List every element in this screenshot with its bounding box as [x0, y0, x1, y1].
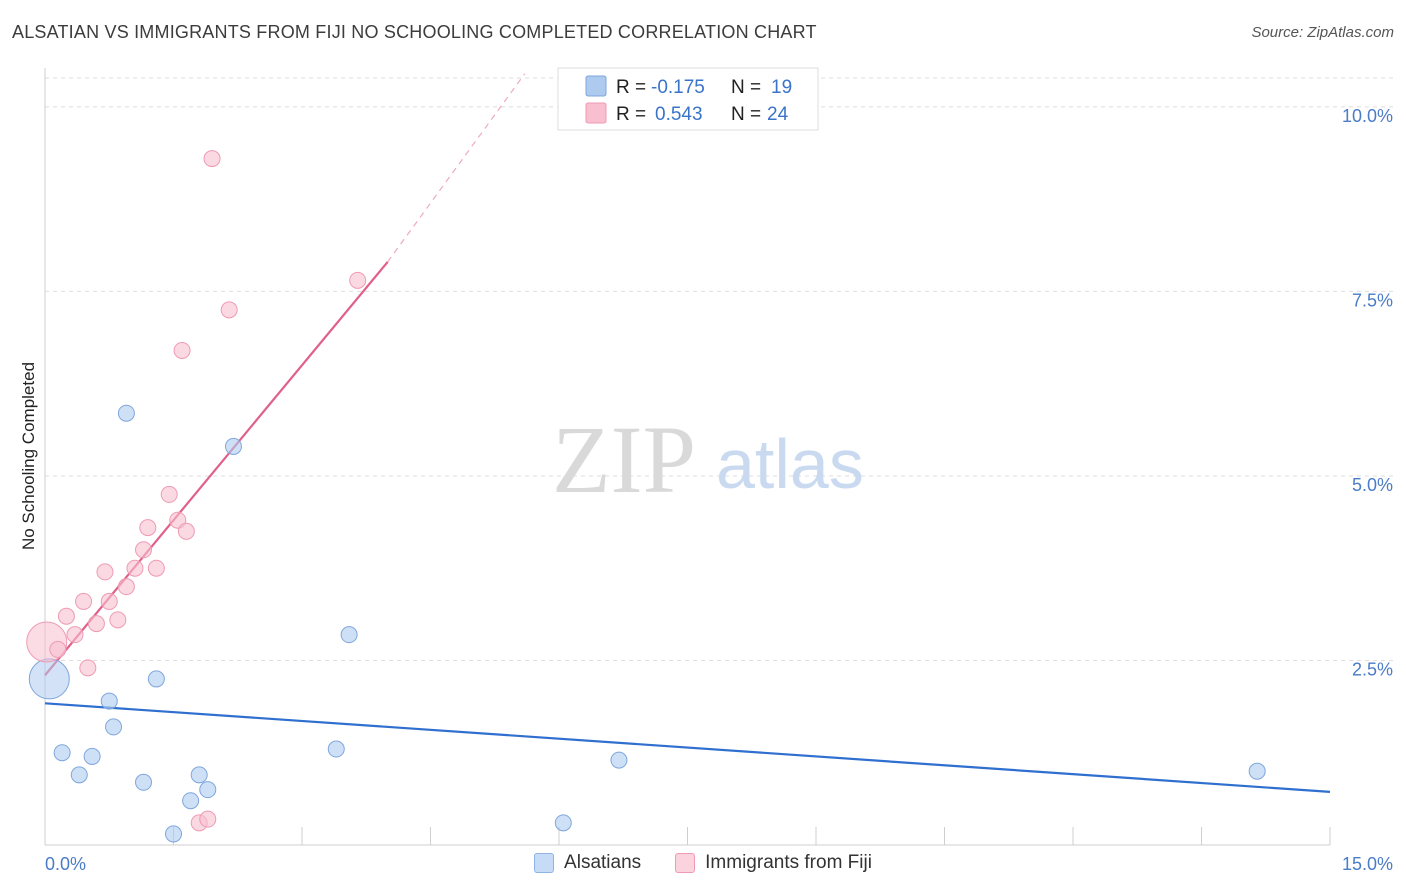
x-tick-label: 0.0%: [45, 854, 86, 874]
point-alsatians: [135, 773, 153, 791]
legend-item-alsatians: Alsatians: [534, 852, 641, 874]
point-fiji: [75, 592, 93, 610]
legend-swatch: [534, 853, 555, 873]
y-tick-label: 5.0%: [1352, 475, 1393, 495]
watermark-zip: ZIP: [552, 406, 696, 513]
legend-r-label: R =: [616, 77, 646, 98]
point-fiji: [57, 607, 75, 625]
trend-line-fiji-extension: [387, 73, 526, 263]
legend-swatch-alsatians: [585, 75, 607, 97]
x-tick-label: 15.0%: [1342, 854, 1393, 874]
y-tick-labels: 2.5% 5.0% 7.5% 10.0%: [1342, 106, 1393, 680]
point-fiji: [100, 592, 118, 610]
point-alsatians: [83, 747, 101, 765]
point-alsatians: [327, 740, 345, 758]
source-label: Source: ZipAtlas.com: [1251, 24, 1394, 41]
point-fiji: [199, 810, 217, 828]
data-points: [26, 150, 1266, 843]
point-alsatians: [100, 692, 118, 710]
point-alsatians: [105, 718, 123, 736]
point-alsatians: [28, 658, 70, 700]
point-fiji: [126, 559, 144, 577]
point-alsatians: [165, 825, 182, 843]
point-alsatians: [199, 781, 217, 799]
point-alsatians: [1248, 762, 1266, 780]
point-alsatians: [190, 766, 208, 784]
point-fiji: [147, 559, 165, 577]
legend-swatch-fiji: [585, 102, 607, 124]
legend-n-label: N =: [731, 77, 761, 98]
trend-lines: [44, 73, 1331, 793]
point-alsatians: [70, 766, 88, 784]
stats-legend: R = -0.175 N = 19 R = 0.543 N = 24: [557, 67, 819, 131]
point-alsatians: [117, 404, 135, 422]
watermark: ZIP atlas: [552, 406, 864, 513]
watermark-atlas: atlas: [716, 425, 864, 503]
point-alsatians: [340, 626, 358, 644]
legend-label: Immigrants from Fiji: [705, 852, 872, 873]
x-tick-labels: 0.0% 15.0%: [45, 854, 1393, 874]
point-fiji: [87, 615, 105, 633]
legend-swatch: [675, 853, 696, 873]
chart-title: ALSATIAN VS IMMIGRANTS FROM FIJI NO SCHO…: [12, 22, 817, 42]
point-fiji: [220, 301, 238, 319]
gridlines: [45, 77, 1395, 661]
point-alsatians: [53, 744, 71, 762]
point-alsatians: [224, 437, 242, 455]
y-tick-label: 7.5%: [1352, 290, 1393, 310]
legend-item-fiji: Immigrants from Fiji: [675, 852, 872, 874]
point-fiji: [79, 659, 97, 677]
point-fiji: [66, 626, 84, 644]
legend-n-value-fiji: 24: [767, 104, 789, 125]
legend-r-value-alsatians: -0.175: [651, 77, 705, 98]
point-fiji: [173, 341, 191, 359]
series-legend: Alsatians Immigrants from Fiji: [0, 852, 1406, 874]
point-fiji: [139, 519, 157, 537]
trend-line-alsatians: [44, 702, 1331, 793]
point-alsatians: [182, 792, 200, 810]
axes: [44, 68, 1331, 846]
point-fiji: [203, 150, 221, 168]
trend-line-fiji: [44, 261, 389, 676]
point-alsatians: [554, 814, 572, 832]
point-fiji: [349, 271, 367, 289]
point-alsatians: [610, 751, 628, 769]
legend-r-value-fiji: 0.543: [655, 104, 703, 125]
point-fiji: [160, 485, 178, 503]
legend-label: Alsatians: [564, 852, 642, 873]
y-tick-label: 2.5%: [1352, 659, 1393, 679]
point-fiji: [135, 541, 153, 559]
legend-r-label: R =: [616, 104, 646, 125]
point-alsatians: [147, 670, 165, 688]
y-tick-label: 10.0%: [1342, 106, 1393, 126]
point-fiji: [49, 640, 67, 658]
point-fiji: [177, 522, 195, 540]
point-fiji: [96, 563, 114, 581]
legend-n-label: N =: [731, 104, 761, 125]
point-fiji: [117, 578, 135, 596]
y-axis-label: No Schooling Completed: [19, 362, 38, 550]
legend-n-value-alsatians: 19: [771, 77, 792, 98]
point-fiji: [109, 611, 127, 629]
